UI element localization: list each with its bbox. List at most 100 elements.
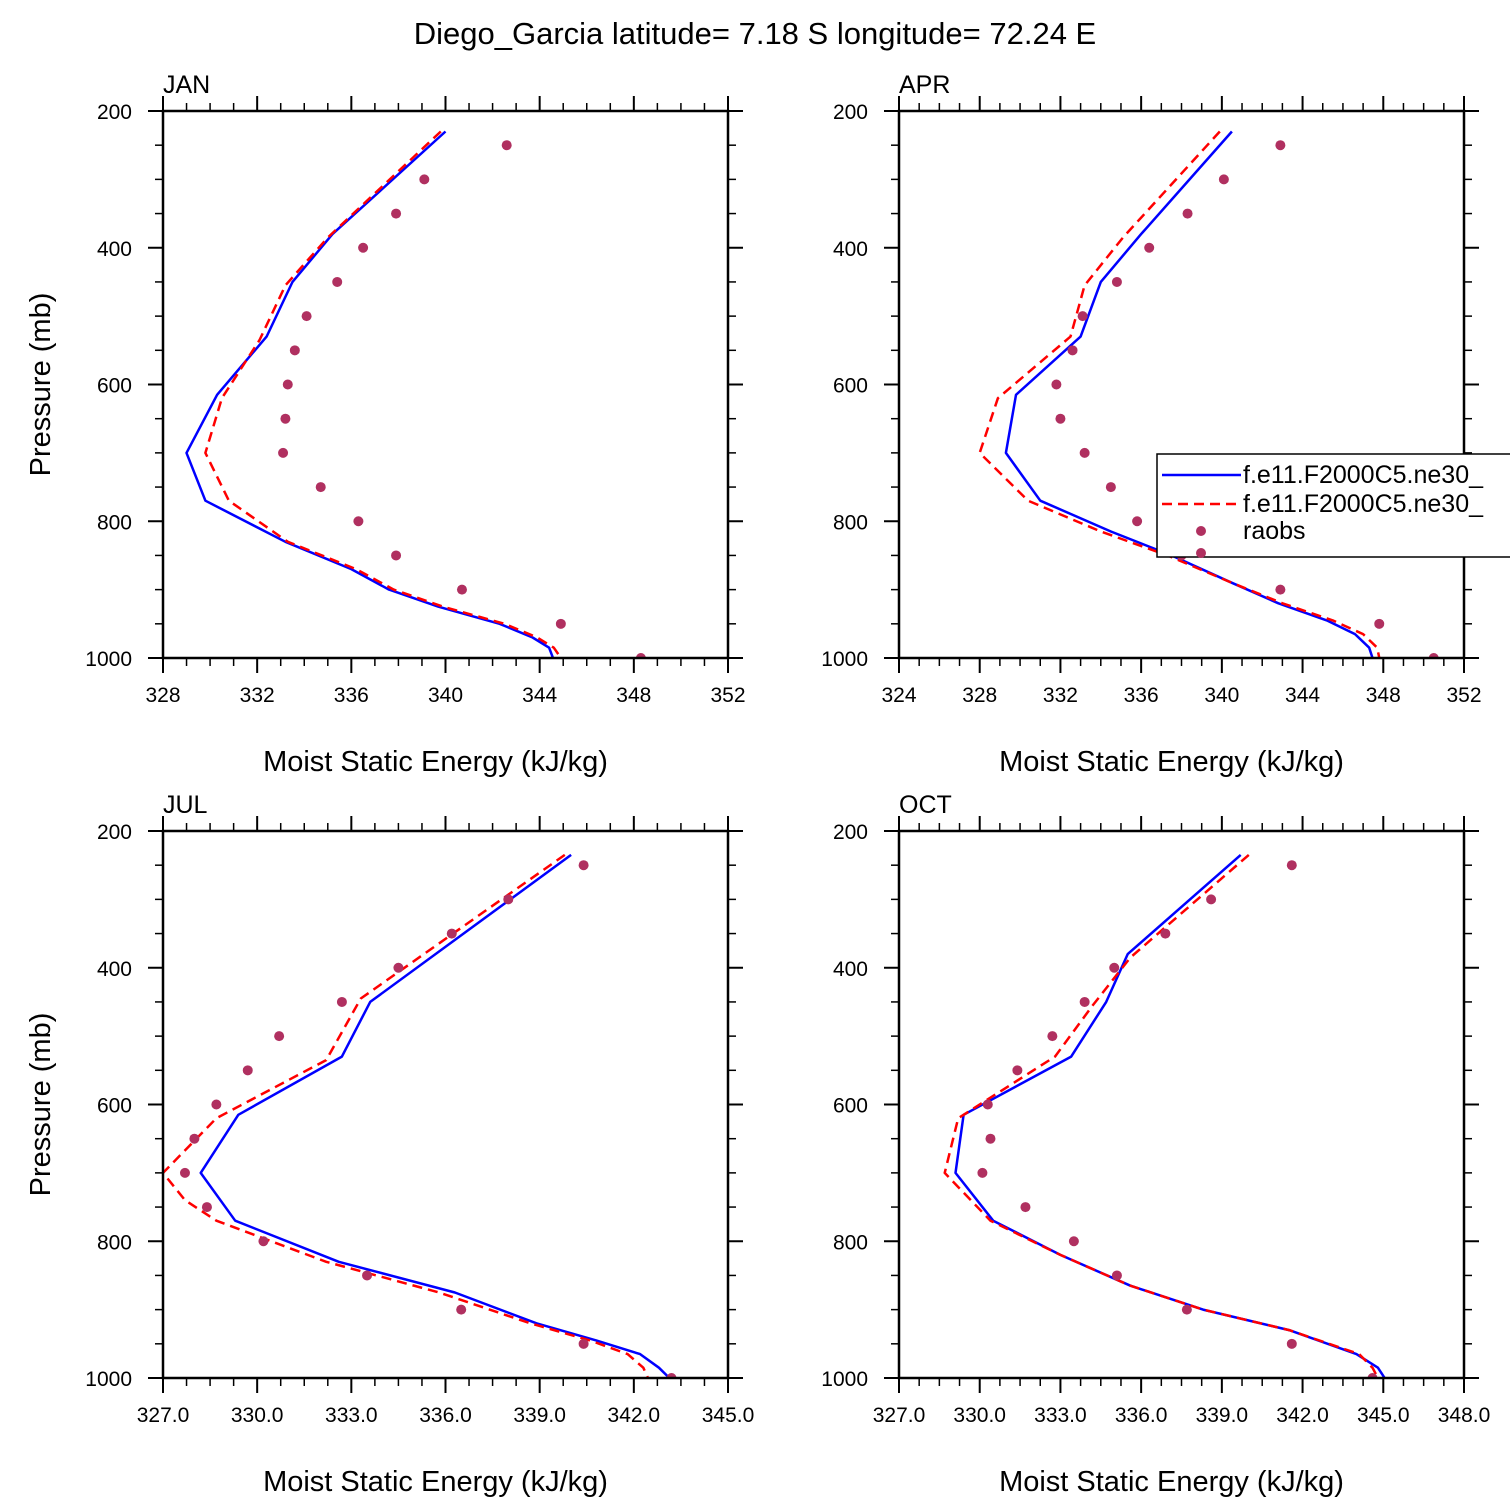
raobs-point bbox=[1109, 962, 1120, 973]
x-tick-label: 342.0 bbox=[608, 1404, 661, 1427]
raobs-point bbox=[189, 1133, 200, 1144]
plot-frame bbox=[161, 829, 730, 1380]
raobs-point bbox=[391, 550, 402, 561]
legend: f.e11.F2000C5.ne30_f.e11.F2000C5.ne30_ra… bbox=[1156, 453, 1510, 558]
raobs-point bbox=[393, 962, 404, 973]
raobs-point bbox=[1181, 1304, 1192, 1315]
plot-area bbox=[978, 130, 1439, 658]
panel-apr: APR 324 328 332 336 340 344 348 352 200 400 600 800 1… bbox=[821, 71, 1481, 778]
y-tick-label: 200 bbox=[97, 821, 132, 844]
raobs-point bbox=[1020, 1202, 1031, 1213]
panel-label-jul: JUL bbox=[163, 791, 208, 819]
raobs-point bbox=[289, 345, 300, 356]
raobs-point bbox=[258, 1236, 269, 1247]
y-tick-label: 200 bbox=[833, 821, 868, 844]
raobs-point bbox=[1111, 1270, 1122, 1281]
raobs-point bbox=[1286, 860, 1297, 871]
y-tick-label: 200 bbox=[97, 101, 132, 124]
y-tick-label: 800 bbox=[833, 1231, 868, 1254]
legend-label: f.e11.F2000C5.ne30_ bbox=[1243, 461, 1484, 489]
panel-label-oct: OCT bbox=[899, 791, 952, 819]
panels: JAN 328 332 336 340 344 348 352 200 400 600 800 1000… bbox=[25, 71, 1490, 1498]
x-axis-title: Moist Static Energy (kJ/kg) bbox=[999, 1466, 1344, 1498]
solid-model-line bbox=[1004, 130, 1374, 658]
raobs-point bbox=[336, 996, 347, 1007]
raobs-point bbox=[274, 1031, 285, 1042]
x-tick-label: 348.0 bbox=[1438, 1404, 1491, 1427]
y-tick-label: 400 bbox=[97, 238, 132, 261]
raobs-point bbox=[242, 1065, 253, 1076]
y-tick-label: 600 bbox=[833, 1095, 868, 1118]
raobs-point bbox=[280, 413, 291, 424]
x-tick-label: 336 bbox=[1124, 684, 1159, 707]
plot-area bbox=[943, 853, 1387, 1378]
x-axis-title: Moist Static Energy (kJ/kg) bbox=[999, 746, 1344, 778]
x-axis-title: Moist Static Energy (kJ/kg) bbox=[263, 1466, 608, 1498]
x-tick-label: 328 bbox=[145, 684, 180, 707]
legend-label: f.e11.F2000C5.ne30_ bbox=[1243, 490, 1484, 518]
raobs-point bbox=[1132, 516, 1143, 527]
raobs-point bbox=[282, 379, 293, 390]
y-axis-title: Pressure (mb) bbox=[25, 293, 57, 477]
raobs-point bbox=[362, 1270, 373, 1281]
x-tick-label: 336 bbox=[334, 684, 369, 707]
x-tick-label: 348 bbox=[616, 684, 651, 707]
x-tick-label: 333.0 bbox=[325, 1404, 378, 1427]
raobs-point bbox=[555, 618, 566, 629]
x-tick-label: 342.0 bbox=[1276, 1404, 1329, 1427]
raobs-point bbox=[391, 208, 402, 219]
x-tick-label: 352 bbox=[710, 684, 745, 707]
x-tick-label: 340 bbox=[1204, 684, 1239, 707]
raobs-point bbox=[1275, 584, 1286, 595]
raobs-point bbox=[353, 516, 364, 527]
raobs-point bbox=[1218, 174, 1229, 185]
y-tick-label: 1000 bbox=[821, 1368, 868, 1391]
x-tick-label: 344 bbox=[1285, 684, 1320, 707]
y-tick-label: 600 bbox=[833, 375, 868, 398]
raobs-point bbox=[977, 1167, 988, 1178]
y-tick-label: 1000 bbox=[85, 648, 132, 671]
raobs-point bbox=[1160, 928, 1171, 939]
y-tick-label: 600 bbox=[97, 1095, 132, 1118]
y-tick-label: 400 bbox=[97, 958, 132, 981]
plot-frame bbox=[161, 109, 730, 660]
plot-area bbox=[163, 853, 677, 1378]
y-tick-label: 600 bbox=[97, 375, 132, 398]
panel-oct: OCT 327.0 330.0 333.0 336.0 339.0 342.0 345.0 34… bbox=[821, 791, 1490, 1498]
solid-model-line bbox=[954, 853, 1387, 1378]
raobs-point bbox=[301, 311, 312, 322]
x-tick-label: 345.0 bbox=[702, 1404, 755, 1427]
x-tick-label: 339.0 bbox=[1196, 1404, 1249, 1427]
raobs-point bbox=[501, 140, 512, 151]
raobs-point bbox=[1012, 1065, 1023, 1076]
raobs-point bbox=[1374, 618, 1385, 629]
legend-box bbox=[1156, 453, 1510, 558]
raobs-point bbox=[315, 482, 326, 493]
y-tick-label: 400 bbox=[833, 238, 868, 261]
raobs-point bbox=[446, 928, 457, 939]
y-tick-label: 1000 bbox=[85, 1368, 132, 1391]
x-tick-label: 352 bbox=[1446, 684, 1481, 707]
raobs-point bbox=[1077, 311, 1088, 322]
x-tick-label: 328 bbox=[962, 684, 997, 707]
y-tick-label: 800 bbox=[833, 511, 868, 534]
x-tick-label: 330.0 bbox=[231, 1404, 284, 1427]
raobs-point bbox=[578, 1338, 589, 1349]
x-tick-label: 348 bbox=[1366, 684, 1401, 707]
solid-model-line bbox=[185, 130, 555, 658]
x-tick-label: 332 bbox=[1043, 684, 1078, 707]
plot-frame bbox=[897, 109, 1466, 660]
panel-label-apr: APR bbox=[899, 71, 950, 99]
x-tick-label: 333.0 bbox=[1034, 1404, 1087, 1427]
raobs-point bbox=[982, 1099, 993, 1110]
plot-frame bbox=[897, 829, 1466, 1380]
x-tick-label: 344 bbox=[522, 684, 557, 707]
dashed-model-line bbox=[204, 130, 562, 658]
raobs-point bbox=[358, 242, 369, 253]
raobs-point bbox=[1206, 894, 1217, 905]
y-tick-label: 200 bbox=[833, 101, 868, 124]
raobs-point bbox=[1182, 208, 1193, 219]
raobs-point bbox=[1275, 140, 1286, 151]
x-tick-label: 339.0 bbox=[513, 1404, 566, 1427]
dashed-model-line bbox=[163, 853, 650, 1378]
